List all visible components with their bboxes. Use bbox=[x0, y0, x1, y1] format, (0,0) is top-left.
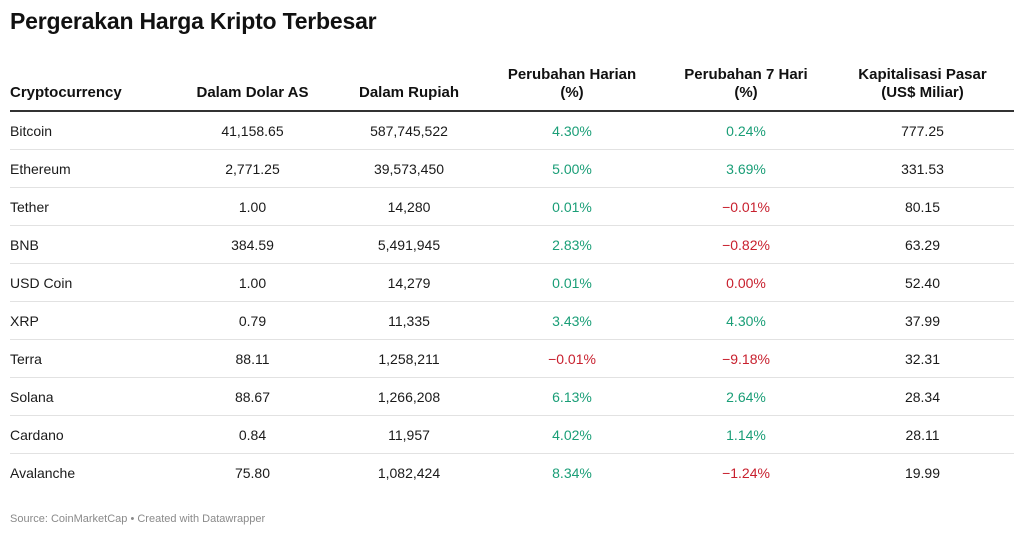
table-row: Solana 88.67 1,266,208 6.13% 2.64% 28.34 bbox=[10, 377, 1014, 416]
table-row: Terra 88.11 1,258,211 −0.01% −9.18% 32.31 bbox=[10, 339, 1014, 378]
cell-market-cap: 52.40 bbox=[831, 263, 1014, 302]
cell-weekly-change: 0.00% bbox=[661, 263, 831, 302]
cell-daily-change: 5.00% bbox=[483, 149, 661, 188]
header-usd-line1: Dalam Dolar AS bbox=[196, 84, 309, 101]
cell-usd-price: 41,158.65 bbox=[170, 111, 335, 150]
cell-daily-change: 2.83% bbox=[483, 225, 661, 264]
cell-daily-change: −0.01% bbox=[483, 339, 661, 378]
header-market-cap-line1: Kapitalisasi Pasar bbox=[858, 66, 987, 83]
cell-weekly-change: 3.69% bbox=[661, 149, 831, 188]
cell-usd-price: 2,771.25 bbox=[170, 149, 335, 188]
cell-market-cap: 28.11 bbox=[831, 415, 1014, 454]
table-row: XRP 0.79 11,335 3.43% 4.30% 37.99 bbox=[10, 301, 1014, 340]
cell-market-cap: 777.25 bbox=[831, 111, 1014, 150]
cell-usd-price: 75.80 bbox=[234, 464, 271, 481]
cell-weekly-change: 1.14% bbox=[661, 415, 831, 454]
cell-daily-change: 8.34% bbox=[552, 464, 592, 481]
header-idr-line1: Dalam Rupiah bbox=[358, 84, 460, 101]
header-daily-change-line2: (%) bbox=[560, 84, 584, 101]
cell-weekly-change: −9.18% bbox=[661, 339, 831, 378]
cell-idr-price: 14,280 bbox=[335, 187, 483, 226]
table-row: Tether 1.00 14,280 0.01% −0.01% 80.15 bbox=[10, 187, 1014, 226]
cell-daily-change: 4.30% bbox=[483, 111, 661, 150]
cell-idr-price: 5,491,945 bbox=[335, 225, 483, 264]
cell-daily-change: 4.02% bbox=[483, 415, 661, 454]
cell-daily-change: 0.01% bbox=[483, 263, 661, 302]
cell-usd-price: 88.67 bbox=[170, 377, 335, 416]
cell-market-cap: 331.53 bbox=[831, 149, 1014, 188]
table-row: Cardano 0.84 11,957 4.02% 1.14% 28.11 bbox=[10, 415, 1014, 454]
cell-daily-change: 0.01% bbox=[483, 187, 661, 226]
cell-usd-price: 0.84 bbox=[170, 415, 335, 454]
cell-usd-price: 0.79 bbox=[170, 301, 335, 340]
cell-weekly-change: −1.24% bbox=[722, 464, 770, 481]
cell-weekly-change: −0.01% bbox=[661, 187, 831, 226]
cell-usd-price: 88.11 bbox=[170, 339, 335, 378]
cell-name: Tether bbox=[10, 187, 170, 226]
table-header-row: Cryptocurrency Dalam Dolar AS Dalam Rupiah… bbox=[10, 58, 1014, 112]
cell-idr-price: 11,335 bbox=[335, 301, 483, 340]
cell-market-cap: 63.29 bbox=[831, 225, 1014, 264]
cell-usd-price: 1.00 bbox=[170, 263, 335, 302]
cell-name: USD Coin bbox=[10, 263, 170, 302]
table-row: Bitcoin 41,158.65 587,745,522 4.30% 0.24% 777… bbox=[10, 111, 1014, 150]
header-cryptocurrency: Cryptocurrency bbox=[10, 58, 170, 112]
header-market-cap-line2: (US$ Miliar) bbox=[881, 84, 964, 101]
cell-usd-price: 384.59 bbox=[170, 225, 335, 264]
table-row: BNB 384.59 5,491,945 2.83% −0.82% 63.29 bbox=[10, 225, 1014, 264]
header-weekly-change-line1: Perubahan 7 Hari bbox=[684, 66, 808, 83]
crypto-table: Cryptocurrency Dalam Dolar AS Dalam Rupiah… bbox=[10, 58, 1014, 491]
source-note: Source: CoinMarketCap • Created with Dat… bbox=[10, 513, 266, 525]
cell-daily-change: 6.13% bbox=[483, 377, 661, 416]
table-row: Avalanche 75.80 1,082,424 8.34% −1.24% 19.99 bbox=[10, 454, 1014, 492]
cell-idr-price: 587,745,522 bbox=[335, 111, 483, 150]
cell-market-cap: 32.31 bbox=[831, 339, 1014, 378]
header-weekly-change: Perubahan 7 Hari (%) bbox=[661, 58, 831, 112]
cell-idr-price: 14,279 bbox=[335, 263, 483, 302]
header-daily-change: Perubahan Harian (%) bbox=[483, 58, 661, 112]
cell-market-cap: 37.99 bbox=[831, 301, 1014, 340]
header-daily-change-line1: Perubahan Harian bbox=[507, 66, 637, 83]
cell-name: BNB bbox=[10, 225, 170, 264]
cell-idr-price: 1,266,208 bbox=[335, 377, 483, 416]
cell-daily-change: 3.43% bbox=[483, 301, 661, 340]
cell-name: XRP bbox=[10, 301, 170, 340]
cell-name: Cardano bbox=[10, 415, 170, 454]
header-weekly-change-line2: (%) bbox=[734, 84, 758, 101]
table-row: Ethereum 2,771.25 39,573,450 5.00% 3.69% 331.… bbox=[10, 149, 1014, 188]
cell-market-cap: 19.99 bbox=[904, 464, 941, 481]
cell-weekly-change: −0.82% bbox=[661, 225, 831, 264]
cell-name: Terra bbox=[10, 339, 170, 378]
cell-name: Bitcoin bbox=[10, 111, 170, 150]
header-usd: Dalam Dolar AS bbox=[170, 58, 335, 112]
table-row: USD Coin 1.00 14,279 0.01% 0.00% 52.40 bbox=[10, 263, 1014, 302]
header-idr: Dalam Rupiah bbox=[335, 58, 483, 112]
cell-name: Ethereum bbox=[10, 149, 170, 188]
cell-name: Solana bbox=[10, 377, 170, 416]
cell-market-cap: 28.34 bbox=[831, 377, 1014, 416]
cell-idr-price: 39,573,450 bbox=[335, 149, 483, 188]
cell-idr-price: 1,082,424 bbox=[377, 464, 441, 481]
cell-weekly-change: 2.64% bbox=[661, 377, 831, 416]
header-cryptocurrency-line1: Cryptocurrency bbox=[10, 84, 122, 101]
cell-weekly-change: 0.24% bbox=[661, 111, 831, 150]
cell-usd-price: 1.00 bbox=[170, 187, 335, 226]
cell-weekly-change: 4.30% bbox=[661, 301, 831, 340]
cell-idr-price: 1,258,211 bbox=[335, 339, 483, 378]
cell-idr-price: 11,957 bbox=[335, 415, 483, 454]
table-body: Bitcoin 41,158.65 587,745,522 4.30% 0.24% 777… bbox=[10, 111, 1014, 491]
page-title: Pergerakan Harga Kripto Terbesar bbox=[10, 8, 377, 34]
cell-name: Avalanche bbox=[10, 464, 76, 481]
cell-market-cap: 80.15 bbox=[831, 187, 1014, 226]
header-market-cap: Kapitalisasi Pasar (US$ Miliar) bbox=[831, 58, 1014, 112]
